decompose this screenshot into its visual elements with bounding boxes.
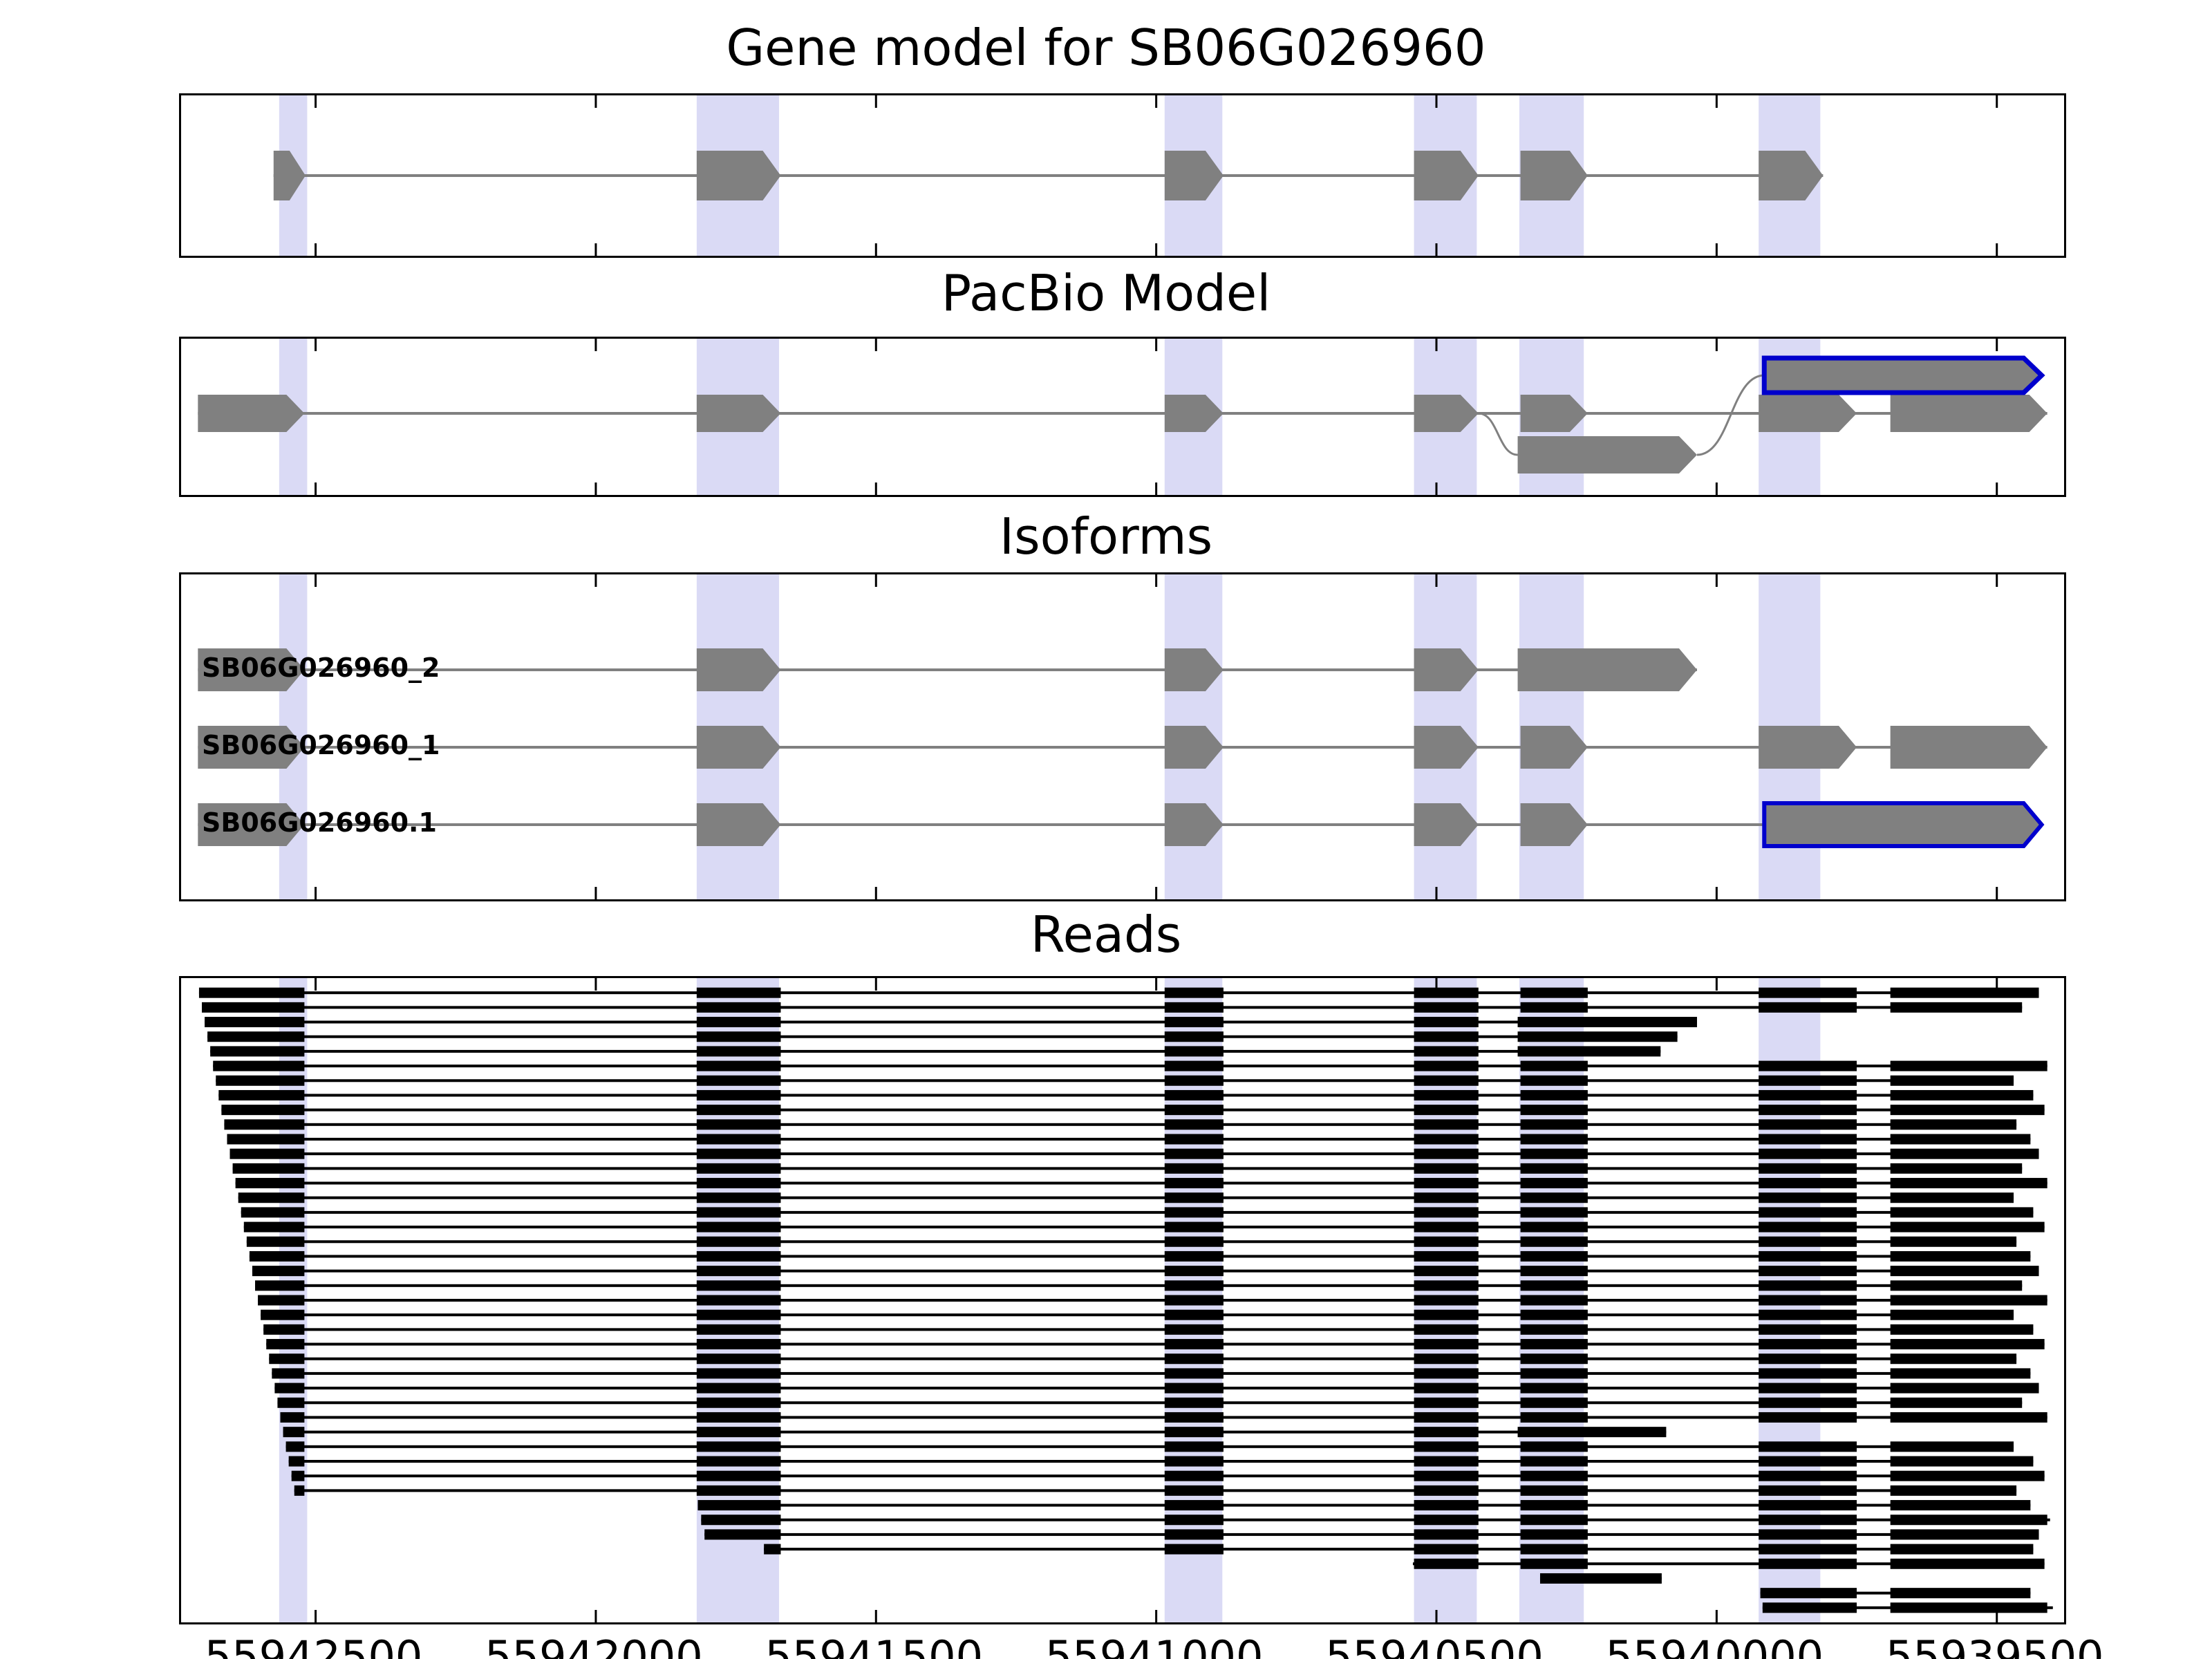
- x-tick-label: 55940000: [1605, 1631, 1824, 1659]
- pacbio-plot: [198, 339, 2047, 495]
- pacbio-panel: [179, 337, 2066, 497]
- isoform-label: SB06G026960.1: [202, 807, 437, 838]
- gene-model-panel: [179, 93, 2066, 258]
- x-tick-label: 55941500: [765, 1631, 984, 1659]
- x-tick-label: 55941000: [1044, 1631, 1264, 1659]
- gene-model-title: Gene model for SB06G026960: [726, 19, 1486, 77]
- isoform-label: SB06G026960_2: [202, 653, 440, 683]
- reads-title: Reads: [1030, 906, 1182, 964]
- pacbio-title: PacBio Model: [941, 264, 1271, 322]
- isoforms-title: Isoforms: [999, 507, 1213, 565]
- x-tick-label: 55940500: [1325, 1631, 1544, 1659]
- x-tick-label: 55939500: [1885, 1631, 2104, 1659]
- reads-plot: [198, 978, 2053, 1622]
- isoforms-plot: SB06G026960_2 SB06G026960_1 SB06G026960.1: [198, 574, 2047, 899]
- isoform-label: SB06G026960_1: [202, 730, 440, 760]
- isoforms-panel: SB06G026960_2 SB06G026960_1 SB06G026960.1: [179, 572, 2066, 901]
- reads-panel: [179, 976, 2066, 1624]
- x-tick-label: 55942500: [204, 1631, 423, 1659]
- gene-model-plot: [273, 95, 1998, 256]
- x-tick-label: 55942000: [485, 1631, 703, 1659]
